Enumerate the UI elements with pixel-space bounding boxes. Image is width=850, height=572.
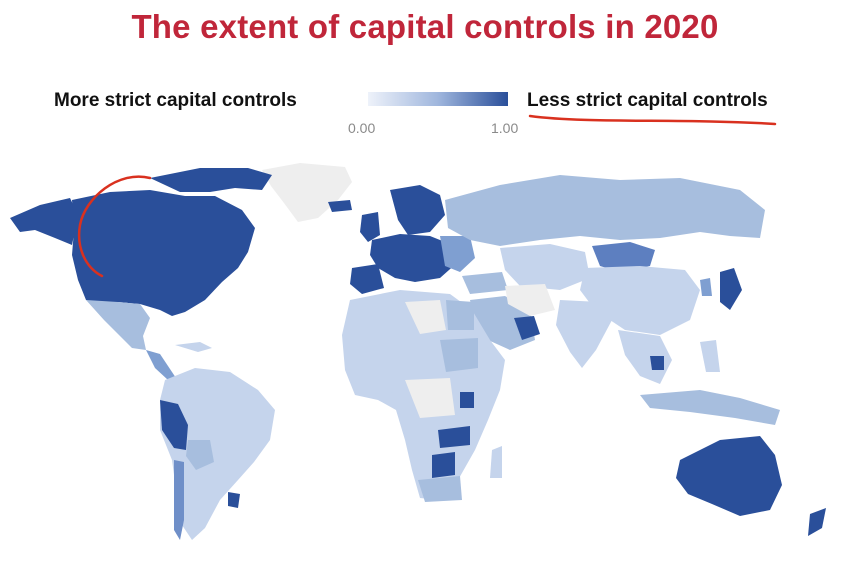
region-botswana	[432, 452, 455, 478]
region-chile	[174, 460, 184, 540]
region-egypt	[446, 300, 474, 330]
region-arctic-canada	[150, 168, 272, 192]
annotation-arc	[77, 175, 152, 278]
region-eastern-europe	[440, 236, 475, 272]
region-iceland	[328, 200, 352, 212]
region-alaska	[10, 198, 78, 245]
legend-tick-max: 1.00	[491, 120, 519, 136]
region-scandinavia	[390, 185, 445, 235]
region-north-america	[72, 190, 255, 316]
region-zambia	[438, 426, 470, 448]
region-western-europe	[370, 234, 458, 282]
region-india	[556, 300, 612, 368]
region-north-africa-libya	[405, 300, 446, 334]
region-australia	[676, 436, 782, 516]
region-iran	[505, 284, 555, 316]
region-rwanda-uganda	[460, 392, 474, 408]
legend-label-more-strict: More strict capital controls	[54, 90, 297, 111]
region-uk	[360, 212, 380, 242]
region-russia	[445, 175, 765, 246]
region-new-zealand	[808, 508, 826, 536]
legend-tick-min: 0.00	[348, 120, 376, 136]
region-peru	[160, 400, 188, 450]
region-mongolia	[592, 242, 655, 272]
region-cambodia	[650, 356, 664, 370]
region-caribbean	[175, 342, 212, 352]
region-philippines	[700, 340, 720, 372]
region-oman	[514, 316, 540, 340]
region-central-asia	[500, 244, 590, 290]
region-south-america	[160, 368, 275, 540]
region-south-africa	[418, 476, 462, 502]
region-central-america	[146, 350, 176, 380]
region-turkey	[462, 272, 508, 294]
region-japan	[720, 268, 742, 310]
region-korea	[700, 278, 712, 296]
map-title: The extent of capital controls in 2020	[131, 8, 719, 45]
region-central-africa-nodata	[405, 378, 455, 418]
region-madagascar	[490, 446, 502, 478]
legend-label-less-strict: Less strict capital controls	[527, 90, 768, 111]
region-uruguay	[228, 492, 240, 508]
annotation-underline	[528, 114, 777, 126]
region-southeast-asia	[618, 330, 672, 384]
region-iberia	[350, 264, 384, 294]
legend-color-scale	[368, 92, 508, 106]
region-mexico	[86, 300, 150, 350]
region-greenland	[262, 163, 352, 222]
region-west-africa-low	[350, 360, 398, 394]
region-sudan	[440, 338, 478, 372]
region-indonesia	[640, 390, 780, 425]
region-bolivia	[186, 440, 214, 470]
